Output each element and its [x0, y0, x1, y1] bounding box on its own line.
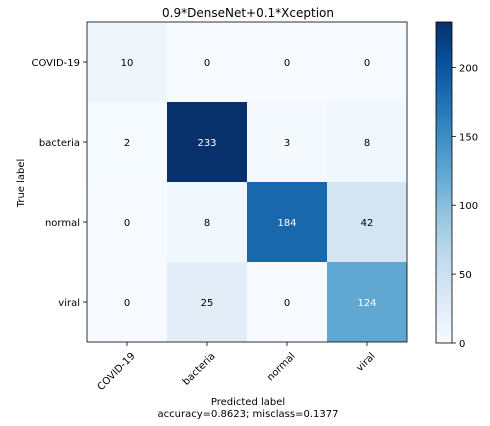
cell-value-label: 0 [124, 218, 130, 229]
heatmap-cell [327, 22, 407, 102]
heatmap-cell [87, 262, 167, 342]
plot-frame [86, 21, 408, 343]
heatmap-cell [87, 102, 167, 182]
heatmap-cell [167, 102, 247, 182]
y-tick-label: viral [58, 298, 80, 309]
cell-value-label: 25 [201, 298, 214, 309]
heatmap-cell [167, 262, 247, 342]
cell-value-label: 8 [204, 218, 210, 229]
heatmap-cell [87, 22, 167, 102]
heatmap-cell-labels: 10 0 0 0 2 233 3 8 0 8 184 42 0 25 0 124 [121, 58, 377, 309]
heatmap-cell [247, 102, 327, 182]
cell-value-label: 3 [284, 138, 290, 149]
cell-value-label: 2 [124, 138, 130, 149]
cell-value-label: 0 [364, 58, 370, 69]
cell-value-label: 8 [364, 138, 370, 149]
y-axis-ticks: COVID-19 bacteria normal viral [31, 58, 87, 309]
y-tick-label: normal [45, 218, 80, 229]
heatmap-cell [247, 22, 327, 102]
heatmap-cell [247, 262, 327, 342]
colorbar [435, 21, 453, 344]
colorbar-ticks: 0 50 100 150 200 [452, 63, 478, 350]
heatmap-cell [327, 102, 407, 182]
x-tick-label: normal [265, 351, 298, 384]
cell-value-label: 184 [277, 218, 296, 229]
x-axis-label: Predicted label [211, 397, 285, 408]
heatmap-cell [327, 262, 407, 342]
cell-value-label: 0 [124, 298, 130, 309]
cell-value-label: 10 [121, 58, 134, 69]
heatmap-cell [167, 182, 247, 262]
chart-title: 0.9*DenseNet+0.1*Xception [162, 6, 334, 20]
heatmap-cells [87, 22, 407, 342]
accuracy-label: accuracy=0.8623; misclass=0.1377 [158, 409, 339, 420]
colorbar-tick-label: 100 [459, 201, 478, 212]
cell-value-label: 42 [361, 218, 374, 229]
heatmap-cell [87, 182, 167, 262]
heatmap-cell [167, 22, 247, 102]
x-axis-ticks: COVID-19 bacteria normal viral [96, 342, 378, 393]
heatmap-cell [327, 182, 407, 262]
cell-value-label: 0 [204, 58, 210, 69]
heatmap-cell [247, 182, 327, 262]
cell-value-label: 124 [357, 298, 376, 309]
x-tick-label: bacteria [181, 351, 218, 388]
colorbar-tick-label: 0 [459, 339, 465, 350]
cell-value-label: 233 [197, 138, 216, 149]
colorbar-tick-label: 50 [459, 270, 472, 281]
x-tick-label: viral [355, 351, 378, 374]
y-tick-label: COVID-19 [31, 58, 80, 69]
x-tick-label: COVID-19 [96, 351, 138, 393]
cell-value-label: 0 [284, 58, 290, 69]
y-axis-label: True label [16, 159, 27, 209]
colorbar-tick-label: 150 [459, 132, 478, 143]
colorbar-tick-label: 200 [459, 63, 478, 74]
y-tick-label: bacteria [39, 138, 80, 149]
cell-value-label: 0 [284, 298, 290, 309]
